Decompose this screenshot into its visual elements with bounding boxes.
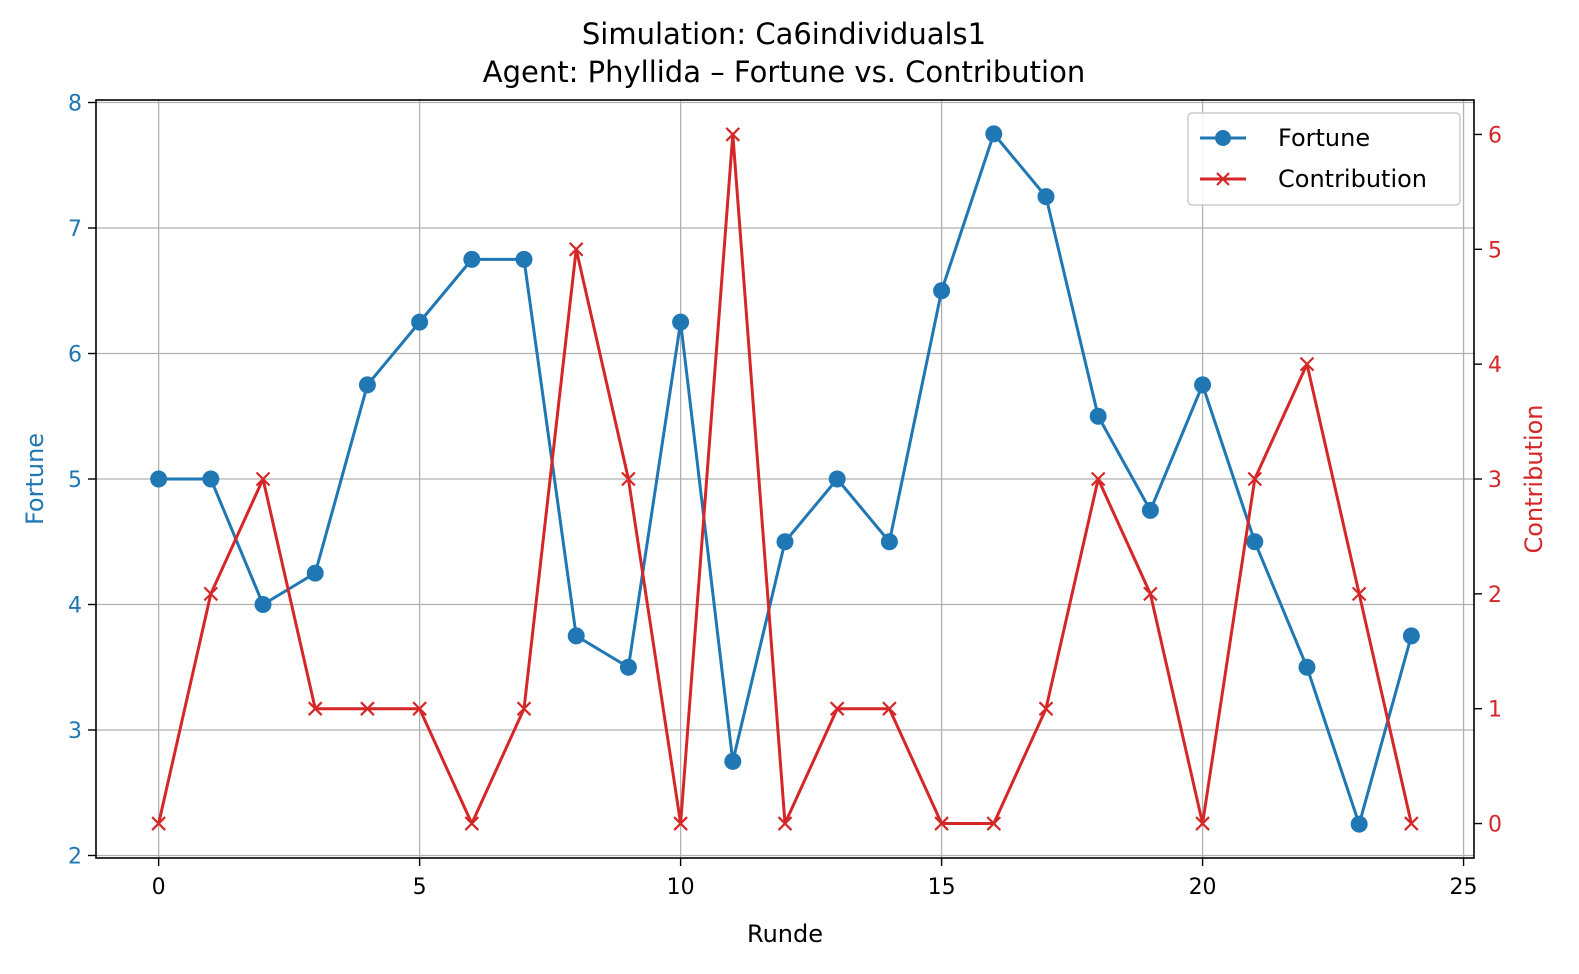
x-tick-label: 25 (1450, 875, 1478, 900)
data-point-contribution (412, 701, 427, 716)
legend-contribution-marker (1216, 172, 1230, 186)
chart-title: Simulation: Ca6individuals1 (582, 17, 986, 51)
data-point-contribution (882, 701, 897, 716)
data-point-fortune (358, 376, 376, 394)
data-point-contribution (829, 701, 845, 716)
data-point-contribution (777, 816, 793, 831)
y-axis-left-label: Fortune (21, 433, 49, 525)
y-axis-left: 2 3 4 5 6 7 8 (68, 92, 96, 869)
data-point-contribution (203, 586, 219, 602)
y-right-tick-label: 4 (1488, 353, 1502, 378)
y-left-tick-label: 6 (68, 343, 82, 368)
data-point-fortune (515, 250, 533, 268)
data-point-fortune (202, 470, 220, 488)
data-point-fortune (1350, 815, 1368, 833)
y-right-tick-label: 0 (1488, 813, 1502, 838)
grid-lines (96, 100, 1474, 858)
data-point-contribution (1351, 586, 1367, 602)
data-point-fortune (828, 470, 846, 488)
data-point-contribution (1090, 471, 1106, 487)
data-point-fortune (1194, 376, 1212, 394)
data-point-contribution (934, 816, 949, 831)
data-point-fortune (411, 313, 429, 331)
y-left-tick-label: 7 (68, 217, 82, 242)
data-point-fortune (1298, 658, 1316, 676)
data-point-contribution (1038, 701, 1054, 716)
legend-box (1187, 112, 1461, 206)
data-point-fortune (1402, 627, 1420, 645)
y-left-tick-label: 2 (68, 844, 82, 869)
data-point-fortune (1037, 188, 1055, 206)
data-point-contribution (1299, 356, 1315, 372)
data-point-contribution (255, 471, 271, 487)
data-point-fortune (724, 752, 742, 770)
data-point-contribution (986, 816, 1002, 831)
y-left-tick-label: 3 (68, 719, 82, 744)
y-left-tick-label: 8 (68, 92, 82, 117)
data-point-contribution (1143, 586, 1158, 602)
x-tick-label: 0 (152, 875, 166, 900)
data-point-contribution (360, 701, 375, 716)
data-point-contribution (464, 816, 480, 831)
data-point-fortune (1141, 501, 1159, 519)
x-tick-label: 10 (667, 875, 695, 900)
y-right-tick-label: 6 (1488, 123, 1502, 148)
chart-subtitle: Agent: Phyllida – Fortune vs. Contributi… (483, 55, 1085, 89)
data-point-fortune (776, 533, 794, 551)
data-point-fortune (619, 658, 637, 676)
y-left-tick-label: 5 (68, 468, 82, 493)
data-point-fortune (306, 564, 324, 582)
data-point-contribution (568, 242, 584, 257)
data-point-contribution (621, 471, 636, 487)
x-tick-label: 20 (1189, 875, 1217, 900)
y-left-tick-label: 4 (68, 593, 82, 618)
legend-fortune-label: Fortune (1278, 124, 1370, 152)
data-point-fortune (254, 595, 272, 613)
data-point-contribution (1195, 816, 1210, 831)
legend-contribution-label: Contribution (1278, 165, 1427, 193)
data-point-fortune (880, 533, 898, 551)
x-axis-label: Runde (747, 920, 823, 948)
data-point-contribution (516, 701, 532, 716)
data-point-fortune (1089, 407, 1107, 425)
x-tick-label: 5 (413, 875, 427, 900)
data-point-contribution (1404, 816, 1419, 831)
data-point-contribution (673, 816, 688, 831)
y-right-tick-label: 5 (1488, 238, 1502, 263)
y-right-tick-label: 1 (1488, 698, 1502, 723)
data-point-contribution (151, 816, 166, 831)
data-point-contribution (725, 127, 741, 142)
x-tick-label: 15 (928, 875, 956, 900)
data-point-fortune (567, 627, 585, 645)
y-right-tick-label: 2 (1488, 583, 1502, 608)
y-axis-right-label: Contribution (1520, 404, 1548, 553)
legend-fortune-marker (1215, 130, 1231, 146)
data-point-contribution (307, 701, 323, 716)
y-axis-right: 0 1 2 3 4 5 6 (1474, 123, 1502, 838)
x-axis: 0 5 10 15 20 25 (152, 858, 1478, 900)
data-point-contribution (1247, 471, 1263, 487)
y-right-tick-label: 3 (1488, 468, 1502, 493)
data-point-fortune (672, 313, 690, 331)
data-point-fortune (150, 470, 168, 488)
data-point-fortune (1246, 533, 1264, 551)
data-point-fortune (933, 282, 951, 300)
data-point-fortune (985, 125, 1003, 143)
legend: Fortune Contribution (1187, 112, 1461, 206)
plot-area (150, 125, 1420, 833)
data-point-fortune (463, 250, 481, 268)
